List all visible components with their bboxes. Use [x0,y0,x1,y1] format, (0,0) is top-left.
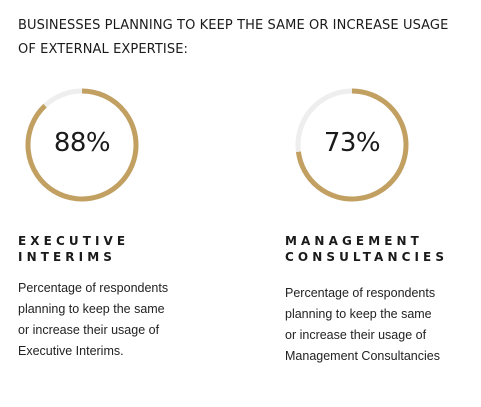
heading-executive-interims: EXECUTIVE INTERIMS [18,233,129,265]
gauge-arc-executive-interims [25,88,139,202]
title-line-2: OF EXTERNAL EXPERTISE: [18,42,188,57]
description-executive-interims: Percentage of respondents planning to ke… [18,278,218,362]
gauge-management-consultancies: 73% [287,88,417,203]
gauge-value-management-consultancies: 73% [323,128,381,158]
description-line: Percentage of respondents [285,286,436,300]
title-line-1: BUSINESSES PLANNING TO KEEP THE SAME OR … [18,18,449,33]
heading-line-2: CONSULTANCIES [285,250,449,264]
description-line: Executive Interims. [18,344,124,358]
description-line: Percentage of respondents [18,281,169,295]
heading-line-1: MANAGEMENT [285,234,423,248]
gauge-arc-management-consultancies [295,88,409,202]
gauge-ring-executive-interims [25,88,139,202]
description-management-consultancies: Percentage of respondents planning to ke… [285,283,475,367]
description-line: planning to keep the same [18,302,165,316]
description-line: Management Consultancies [285,349,440,363]
heading-line-2: INTERIMS [18,250,116,264]
gauge-value-executive-interims: 88% [53,128,111,158]
description-line: or increase their usage of [285,328,427,342]
gauge-executive-interims: 88% [17,88,147,203]
description-line: planning to keep the same [285,307,432,321]
gauge-ring-management-consultancies [295,88,409,202]
heading-management-consultancies: MANAGEMENT CONSULTANCIES [285,233,448,265]
heading-line-1: EXECUTIVE [18,234,130,248]
page-title: BUSINESSES PLANNING TO KEEP THE SAME OR … [18,14,468,62]
description-line: or increase their usage of [18,323,160,337]
